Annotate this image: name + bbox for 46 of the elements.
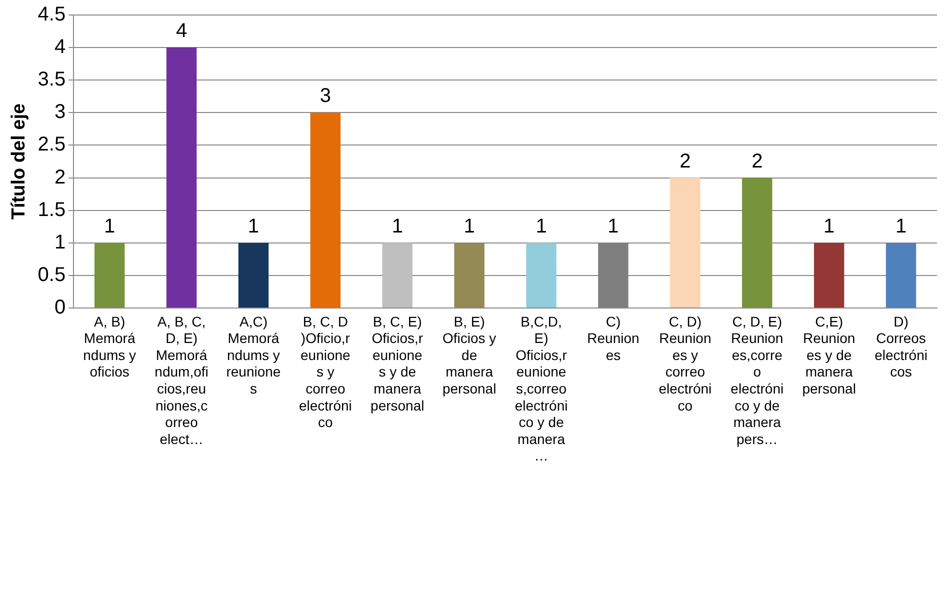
y-tick-label: 1.5: [38, 198, 66, 221]
y-tick-label: 0: [54, 296, 66, 319]
x-tick-label: B, C, D )Oficio,reuniones y correo electrónico: [298, 313, 352, 430]
category-label: B,C,D, E) Oficios,reuniones,correo electrónico y de manera…: [514, 313, 568, 464]
y-axis-title: Título del eje: [8, 103, 30, 220]
bar: [670, 178, 700, 308]
bar: [742, 178, 772, 308]
bar: [814, 242, 844, 308]
bar: [886, 242, 916, 308]
x-tick-label: C,E) Reuniones y de manera personal: [802, 313, 856, 396]
bar: [94, 242, 125, 308]
bar: [526, 242, 556, 308]
y-tick-label: 2: [54, 166, 66, 188]
x-tick-label: A,C) Memorándums y reuniones: [226, 313, 281, 396]
data-label: 2: [752, 150, 763, 172]
data-label: 1: [464, 215, 475, 238]
y-tick-label: 3: [54, 101, 66, 124]
x-tick-label: C, D, E) Reuniones,correo electrónico y de manera pers…: [730, 313, 784, 447]
data-label: 1: [392, 215, 403, 238]
y-tick-label: 1: [54, 231, 66, 254]
bar: [310, 112, 341, 308]
data-label: 2: [680, 150, 691, 172]
bar: [166, 48, 197, 308]
x-tick-label: B, C, E) Oficios,reuniones y de manera personal: [370, 313, 424, 414]
bar: [238, 242, 269, 308]
data-label: 1: [895, 215, 907, 238]
x-tick-label: A, B) Memorándums y oficios: [83, 313, 136, 380]
data-label: 1: [536, 215, 547, 238]
x-tick-label: C) Reuniones: [587, 313, 640, 363]
data-label: 1: [824, 215, 835, 238]
x-tick-label: C, D) Reuniones y correo electrónico: [658, 313, 712, 414]
bar: [382, 242, 412, 308]
data-label: 1: [104, 215, 116, 238]
y-tick-label: 2.5: [38, 134, 66, 156]
y-tick-label: 4: [54, 36, 66, 58]
x-tick-label: B, E) Oficios y de manera personal: [442, 313, 496, 396]
data-label: 4: [176, 20, 188, 42]
y-tick-label: 3.5: [38, 68, 66, 91]
bar: [454, 242, 484, 308]
x-tick-label: D) Correos electrónicos: [874, 313, 928, 380]
data-label: 3: [320, 85, 331, 108]
data-label: 1: [608, 215, 619, 238]
data-label: 1: [248, 215, 260, 238]
x-tick-label: A, B, C, D, E) Memorándum,oficios,reuniones,correo elect…: [154, 313, 208, 447]
y-tick-label: 4.5: [38, 4, 66, 26]
y-tick-label: 0.5: [38, 264, 66, 286]
